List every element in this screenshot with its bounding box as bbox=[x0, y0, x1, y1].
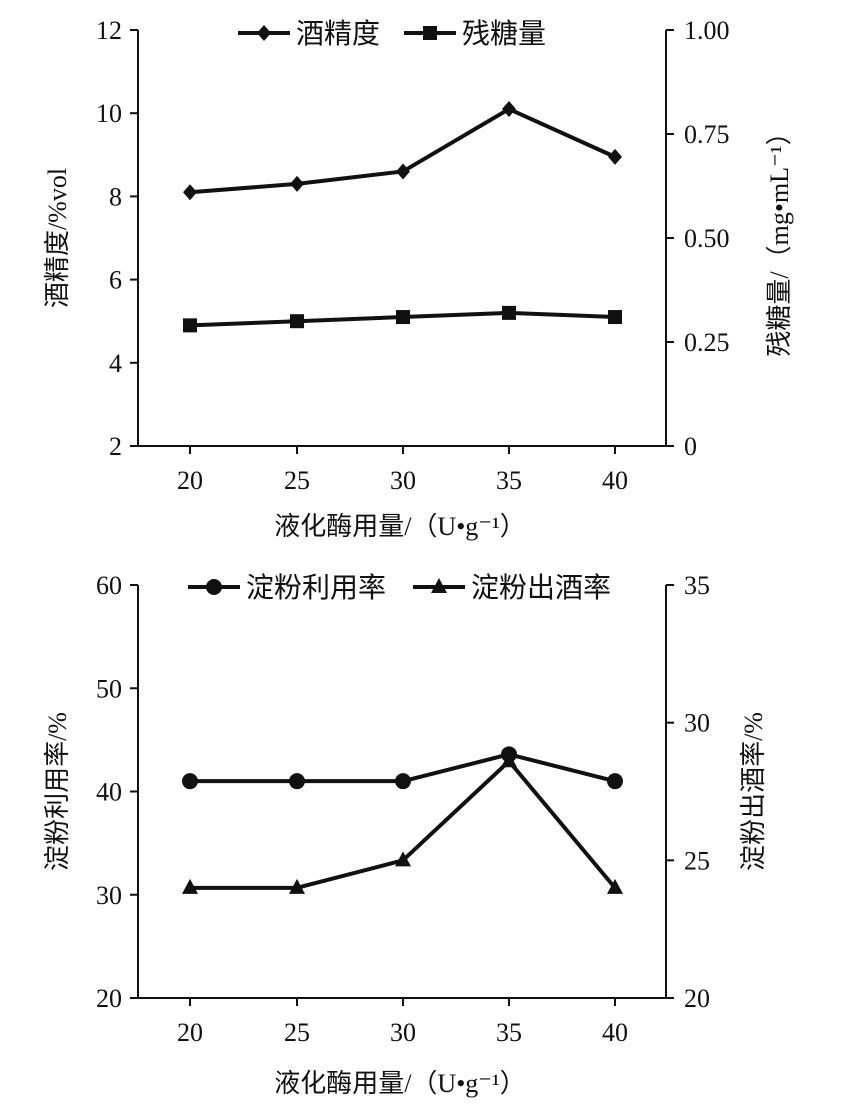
legend-label: 残糖量 bbox=[462, 18, 546, 50]
legend-marker-square bbox=[423, 26, 437, 40]
right-y-tick-label: 20 bbox=[684, 984, 710, 1013]
data-point-triangle bbox=[501, 752, 517, 768]
data-point-diamond bbox=[608, 148, 622, 165]
series-2 bbox=[183, 305, 622, 333]
data-point-diamond bbox=[290, 175, 304, 192]
data-point-triangle bbox=[289, 878, 305, 894]
x-axis-title: 液化酶用量/（U•g⁻¹） bbox=[274, 512, 526, 541]
data-point-circle bbox=[182, 773, 198, 790]
legend-marker-triangle bbox=[431, 578, 447, 593]
x-tick-label: 30 bbox=[390, 1018, 416, 1047]
left-y-tick-label: 2 bbox=[109, 432, 122, 461]
right-y-tick-label: 0 bbox=[684, 432, 697, 461]
left-y-tick-label: 20 bbox=[96, 984, 122, 1013]
left-y-tick-label: 12 bbox=[96, 16, 122, 45]
x-tick-label: 20 bbox=[177, 1018, 203, 1047]
data-point-square bbox=[290, 314, 304, 329]
left-y-axis-title: 酒精度/%vol bbox=[43, 168, 72, 308]
data-point-diamond bbox=[502, 101, 516, 118]
chart-panel-2: 20 30 40 50 60 20 25 30 35 20 25 30 35 40 液化酶用量/（U•g⁻¹… bbox=[43, 571, 768, 1098]
data-point-triangle bbox=[182, 878, 198, 894]
data-point-triangle bbox=[607, 878, 623, 894]
data-point-circle bbox=[607, 773, 623, 790]
series-1 bbox=[182, 746, 623, 790]
series-2 bbox=[182, 752, 623, 894]
data-point-circle bbox=[289, 773, 305, 790]
right-y-tick-label: 0.25 bbox=[684, 328, 730, 357]
left-y-tick-label: 6 bbox=[109, 266, 122, 295]
left-y-tick-label: 8 bbox=[109, 182, 122, 211]
x-tick-label: 35 bbox=[496, 466, 522, 495]
right-y-tick-label: 0.50 bbox=[684, 224, 730, 253]
x-tick-label: 25 bbox=[284, 1018, 310, 1047]
right-y-tick-label: 30 bbox=[684, 709, 710, 738]
legend: 酒精度 残糖量 bbox=[238, 18, 546, 50]
data-point-square bbox=[183, 318, 197, 333]
left-y-axis-title: 淀粉利用率/% bbox=[43, 712, 72, 871]
x-tick-label: 30 bbox=[390, 466, 416, 495]
legend-marker-circle bbox=[206, 579, 222, 595]
data-point-diamond bbox=[396, 163, 410, 180]
right-y-tick-label: 25 bbox=[684, 846, 710, 875]
data-point-square bbox=[608, 310, 622, 325]
left-y-tick-label: 50 bbox=[96, 674, 122, 703]
left-y-tick-label: 4 bbox=[109, 349, 122, 378]
right-y-axis-title: 残糖量/（mg•mL⁻¹） bbox=[765, 119, 794, 356]
left-y-tick-label: 30 bbox=[96, 881, 122, 910]
x-axis-title: 液化酶用量/（U•g⁻¹） bbox=[274, 1069, 526, 1098]
legend: 淀粉利用率 淀粉出酒率 bbox=[188, 572, 611, 604]
series-line bbox=[189, 107, 616, 195]
left-y-tick-label: 40 bbox=[96, 778, 122, 807]
data-point-triangle bbox=[395, 851, 411, 867]
legend-label: 淀粉利用率 bbox=[246, 572, 386, 604]
x-tick-label: 35 bbox=[496, 1018, 522, 1047]
x-tick-label: 25 bbox=[284, 466, 310, 495]
legend-marker-diamond bbox=[257, 25, 271, 41]
data-point-diamond bbox=[183, 184, 197, 201]
data-point-circle bbox=[395, 773, 411, 790]
data-point-square bbox=[502, 305, 516, 320]
right-y-tick-label: 35 bbox=[684, 571, 710, 600]
x-tick-label: 40 bbox=[602, 1018, 628, 1047]
left-y-tick-label: 10 bbox=[96, 99, 122, 128]
x-tick-label: 40 bbox=[602, 466, 628, 495]
series-1 bbox=[183, 101, 622, 201]
right-y-axis-title: 淀粉出酒率/% bbox=[739, 712, 768, 871]
legend-label: 酒精度 bbox=[296, 18, 380, 50]
right-y-tick-label: 1.00 bbox=[684, 16, 730, 45]
chart-panel-1: 2 4 6 8 10 12 0 0.25 0.50 0.75 1.00 20 25 30 35 40 液化酶用量… bbox=[43, 16, 794, 541]
left-y-tick-label: 60 bbox=[96, 571, 122, 600]
right-y-tick-label: 0.75 bbox=[684, 120, 730, 149]
legend-label: 淀粉出酒率 bbox=[471, 572, 611, 604]
x-tick-label: 20 bbox=[177, 466, 203, 495]
data-point-square bbox=[396, 310, 410, 325]
